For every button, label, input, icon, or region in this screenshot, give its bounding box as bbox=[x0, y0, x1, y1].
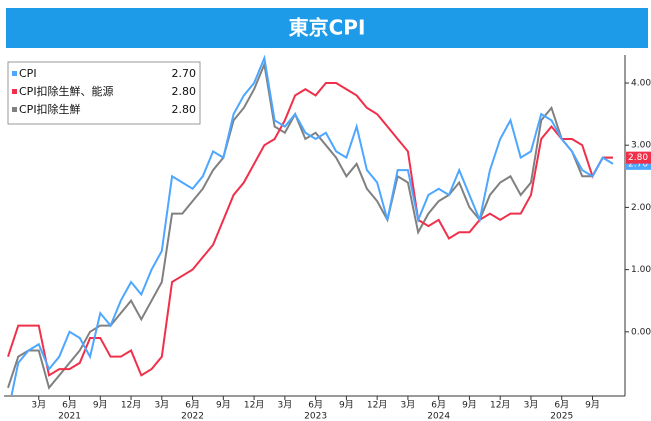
series-line bbox=[7, 81, 613, 377]
x-tick-label: 6月 bbox=[431, 400, 446, 411]
x-tick-label: 12月 bbox=[490, 400, 510, 411]
legend-label: CPI bbox=[19, 67, 37, 80]
end-tag-label: 2.70 bbox=[628, 159, 648, 169]
x-tick-label: 6月 bbox=[185, 400, 200, 411]
x-tick-label: 12月 bbox=[367, 400, 387, 411]
year-label: 2025 bbox=[550, 412, 573, 421]
legend-box bbox=[7, 61, 201, 125]
y-tick-label: 4.00 bbox=[631, 78, 651, 88]
x-tick-label: 6月 bbox=[62, 400, 77, 411]
y-tick-label: 2.00 bbox=[631, 203, 651, 213]
year-label: 2024 bbox=[427, 412, 450, 421]
legend-value: 2.80 bbox=[172, 85, 197, 98]
legend-swatch bbox=[12, 107, 17, 112]
x-tick-label: 3月 bbox=[31, 400, 46, 411]
year-label: 2023 bbox=[304, 412, 327, 421]
x-tick-label: 3月 bbox=[401, 400, 416, 411]
end-tag-label: 2.80 bbox=[628, 153, 648, 163]
year-label: 2021 bbox=[58, 412, 81, 421]
legend-label: CPI扣除生鮮 bbox=[19, 102, 81, 116]
x-tick-label: 9月 bbox=[462, 400, 477, 411]
x-tick-label: 3月 bbox=[524, 400, 539, 411]
legend-swatch bbox=[12, 71, 17, 76]
x-tick-label: 9月 bbox=[585, 400, 600, 411]
y-tick-label: 3.00 bbox=[631, 141, 651, 151]
year-label: 2022 bbox=[181, 412, 204, 421]
x-tick-label: 12月 bbox=[244, 400, 264, 411]
legend-value: 2.70 bbox=[172, 67, 197, 80]
title-banner bbox=[6, 8, 648, 48]
x-tick-label: 9月 bbox=[93, 400, 108, 411]
end-tag bbox=[626, 151, 651, 164]
x-tick-label: 9月 bbox=[339, 400, 354, 411]
x-tick-label: 3月 bbox=[277, 400, 292, 411]
y-tick-label: 0.00 bbox=[631, 327, 651, 337]
y-tick-label: 1.00 bbox=[631, 265, 651, 275]
x-tick-label: 9月 bbox=[216, 400, 231, 411]
x-tick-label: 12月 bbox=[121, 400, 141, 411]
chart-title: 東京CPI bbox=[289, 16, 366, 40]
plot bbox=[7, 55, 614, 395]
x-tick-label: 6月 bbox=[308, 400, 323, 411]
legend-label: CPI扣除生鮮、能源 bbox=[19, 84, 114, 98]
legend-value: 2.80 bbox=[172, 103, 197, 116]
x-tick-label: 6月 bbox=[554, 400, 569, 411]
series-line bbox=[10, 55, 614, 395]
x-tick-label: 3月 bbox=[154, 400, 169, 411]
legend-swatch bbox=[12, 89, 17, 94]
